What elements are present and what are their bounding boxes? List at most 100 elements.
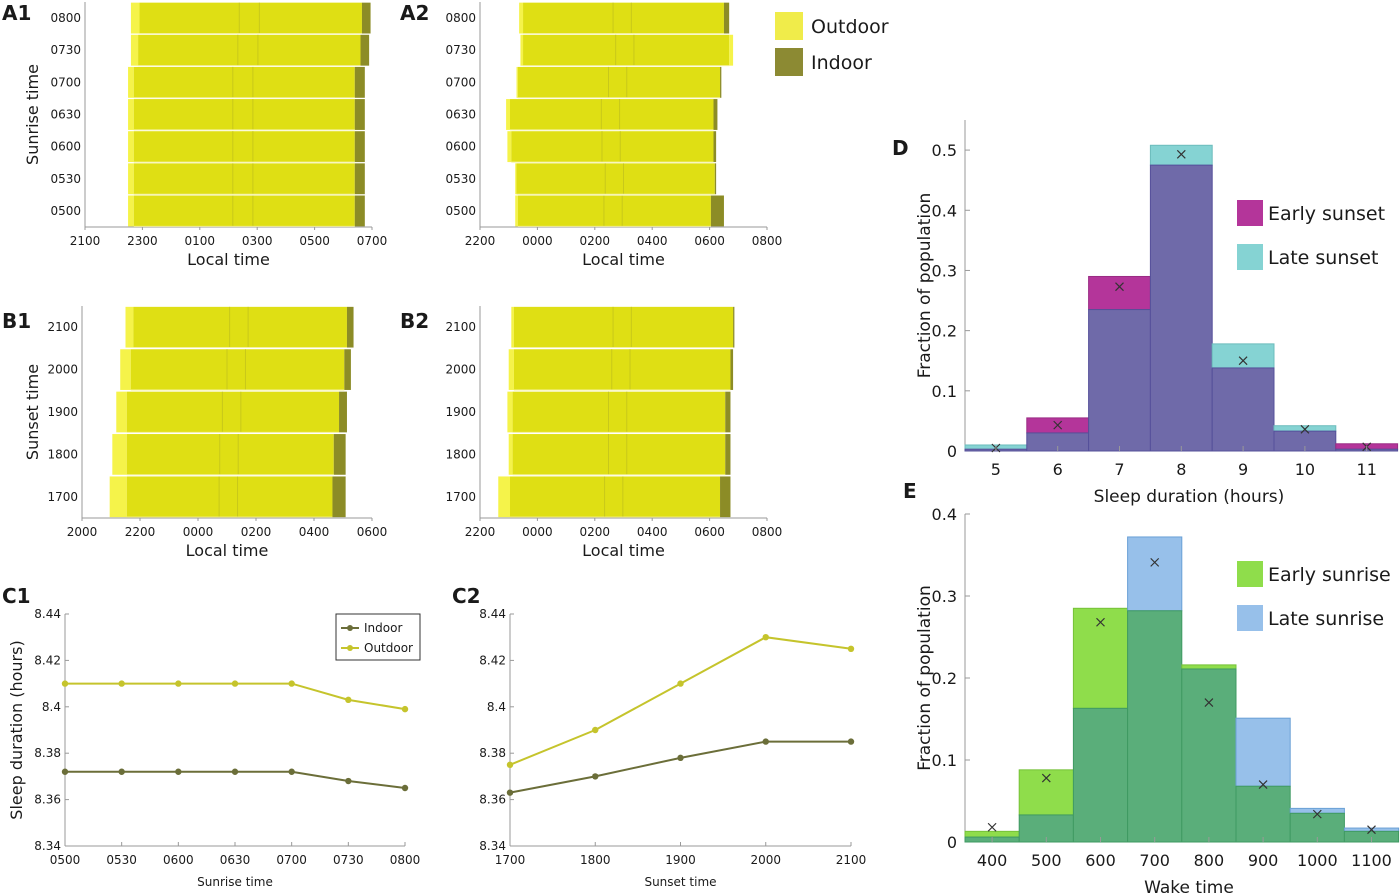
legend-label: Early sunset (1268, 203, 1385, 225)
indoor-offset-bar (354, 195, 365, 227)
indoor-offset-bar (361, 2, 371, 34)
bar-excess (1072, 607, 1129, 709)
x-tick-label: 0530 (106, 853, 137, 867)
x-tick-label: 0500 (50, 853, 81, 867)
indoor-offset-bar (725, 434, 731, 475)
outdoor-onset-bar (116, 391, 127, 433)
x-tick-label: 0500 (299, 234, 330, 248)
indoor-offset-bar (333, 434, 346, 475)
y-tick-label: 1700 (445, 490, 476, 504)
sleep-bar (513, 306, 734, 348)
legend-swatch (1237, 605, 1263, 631)
y-tick-label: 0.3 (932, 587, 957, 606)
y-tick-label: 8.38 (479, 746, 506, 760)
outdoor-onset-bar (516, 66, 518, 98)
indoor-offset-bar (339, 391, 347, 433)
x-tick-label: 0700 (357, 234, 388, 248)
indoor-offset-bar (725, 391, 731, 433)
x-tick-label: 0200 (580, 234, 611, 248)
outdoor-onset-bar (506, 99, 511, 130)
x-tick-label: 0600 (694, 525, 725, 539)
y-tick-label: 2000 (445, 363, 476, 377)
x-axis-label: Local time (187, 250, 270, 269)
chart-C2: 8.34 8.36 8.38 8.4 8.42 8.44 1700 1800 1900 2000 2… (479, 607, 866, 889)
outdoor-onset-bar (125, 306, 134, 348)
x-tick-label: 0000 (522, 525, 553, 539)
y-tick-label: 0.2 (932, 669, 957, 688)
point-indoor (288, 768, 295, 775)
outdoor-onset-bar (128, 99, 134, 130)
x-tick-label: 0800 (390, 853, 421, 867)
x-tick-label: 1100 (1351, 851, 1392, 870)
point-indoor (592, 773, 599, 780)
x-tick-label: 1700 (495, 853, 526, 867)
panel-label-C2: C2 (452, 584, 481, 608)
outdoor-onset-bar (128, 66, 134, 98)
panel-label-D: D (892, 136, 909, 160)
point-outdoor (288, 680, 295, 687)
y-tick-label: 0500 (50, 204, 81, 218)
point-indoor (118, 768, 125, 775)
outdoor-onset-bar (511, 306, 514, 348)
point-indoor (175, 768, 182, 775)
mean-marker (1041, 773, 1051, 783)
indoor-offset-bar (730, 349, 734, 390)
mean-marker (1238, 356, 1248, 366)
chart-A2: 0800 0730 0700 0630 0600 0530 0500 2200 0000 0200… (445, 2, 782, 269)
y-tick-label: 0530 (445, 172, 476, 186)
indoor-offset-bar (720, 476, 731, 518)
bar-overlap (1127, 610, 1183, 843)
x-tick-label: 500 (1031, 851, 1062, 870)
point-indoor (401, 784, 409, 792)
panel-label-C1: C1 (2, 584, 31, 608)
sleep-bar (516, 163, 715, 195)
outdoor-onset-bar (507, 131, 512, 163)
legend-ab: Outdoor Indoor (775, 12, 889, 76)
x-tick-label: 0000 (183, 525, 214, 539)
sleep-bar (512, 434, 726, 475)
x-tick-label: 900 (1248, 851, 1279, 870)
legend-label: Early sunrise (1268, 564, 1391, 586)
y-tick-label: 1800 (445, 447, 476, 461)
x-tick-label: 2100 (70, 234, 101, 248)
indoor-offset-bar (344, 349, 351, 390)
y-tick-label: 0.5 (932, 141, 957, 160)
x-tick-label: 0700 (276, 853, 307, 867)
indoor-offset-bar (332, 476, 346, 518)
outdoor-onset-bar (128, 195, 134, 227)
panel-label-B2: B2 (400, 309, 429, 333)
mean-marker (1258, 780, 1268, 790)
y-axis-label: Sunset time (23, 364, 42, 460)
bar-overlap (1181, 668, 1237, 843)
x-tick-label: 2200 (125, 525, 156, 539)
bar-excess (1149, 144, 1213, 166)
x-tick-label: 9 (1238, 460, 1248, 479)
indoor-offset-bar (710, 195, 724, 227)
x-tick-label: 10 (1295, 460, 1315, 479)
point-indoor (231, 768, 239, 775)
y-tick-label: 2100 (47, 320, 78, 334)
point-indoor (506, 789, 514, 796)
x-tick-label: 2000 (67, 525, 98, 539)
mean-marker (1096, 617, 1105, 627)
series-line-outdoor (65, 682, 406, 711)
panel-label-A2: A2 (400, 1, 429, 25)
mean-marker (1176, 149, 1186, 159)
mean-marker (1312, 809, 1322, 819)
panel-label-B1: B1 (2, 309, 31, 333)
point-indoor (762, 738, 769, 745)
sleep-bar (511, 131, 714, 163)
sleep-bar (133, 66, 355, 98)
outdoor-onset-bar (128, 163, 134, 195)
outdoor-onset-bar (112, 434, 127, 475)
y-tick-label: 0630 (50, 108, 81, 122)
bar-overlap (1211, 367, 1275, 452)
y-tick-label: 0530 (50, 172, 81, 186)
point-indoor (345, 777, 352, 785)
indoor-offset-bar (729, 34, 734, 66)
y-tick-label: 0.1 (932, 751, 957, 770)
x-tick-label: 2100 (836, 853, 867, 867)
bar-excess (1211, 343, 1275, 369)
sleep-bar (523, 34, 730, 66)
